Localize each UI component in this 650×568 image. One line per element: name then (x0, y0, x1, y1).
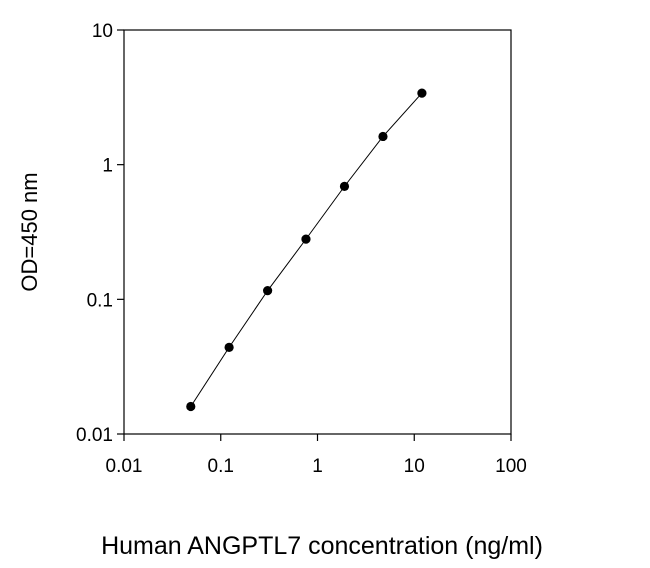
data-point (186, 401, 196, 412)
x-tick-label: 1 (312, 456, 323, 477)
y-tick-label: 0.01 (76, 425, 113, 446)
x-axis-ticks: 0.01 0.1 1 10 100 (106, 434, 527, 477)
x-tick-label: 0.1 (208, 456, 234, 477)
x-axis-title: Human ANGPTL7 concentration (ng/ml) (101, 532, 543, 560)
x-tick-label: 10 (404, 456, 425, 477)
y-axis-title: OD=450 nm (17, 172, 42, 291)
data-point (263, 286, 273, 296)
x-tick-label: 100 (495, 456, 527, 477)
data-point (301, 234, 311, 244)
data-point (339, 181, 350, 191)
series-line (190, 92, 423, 407)
plot-frame (123, 29, 512, 435)
y-tick-label: 10 (92, 21, 113, 42)
data-point (378, 131, 388, 142)
x-tick-label: 0.01 (106, 456, 143, 477)
data-series (186, 88, 427, 412)
data-point (224, 342, 234, 352)
data-point (417, 88, 427, 98)
y-axis-ticks: 0.01 0.1 1 10 (76, 21, 124, 446)
y-tick-label: 0.1 (87, 290, 113, 311)
y-tick-label: 1 (102, 156, 113, 177)
